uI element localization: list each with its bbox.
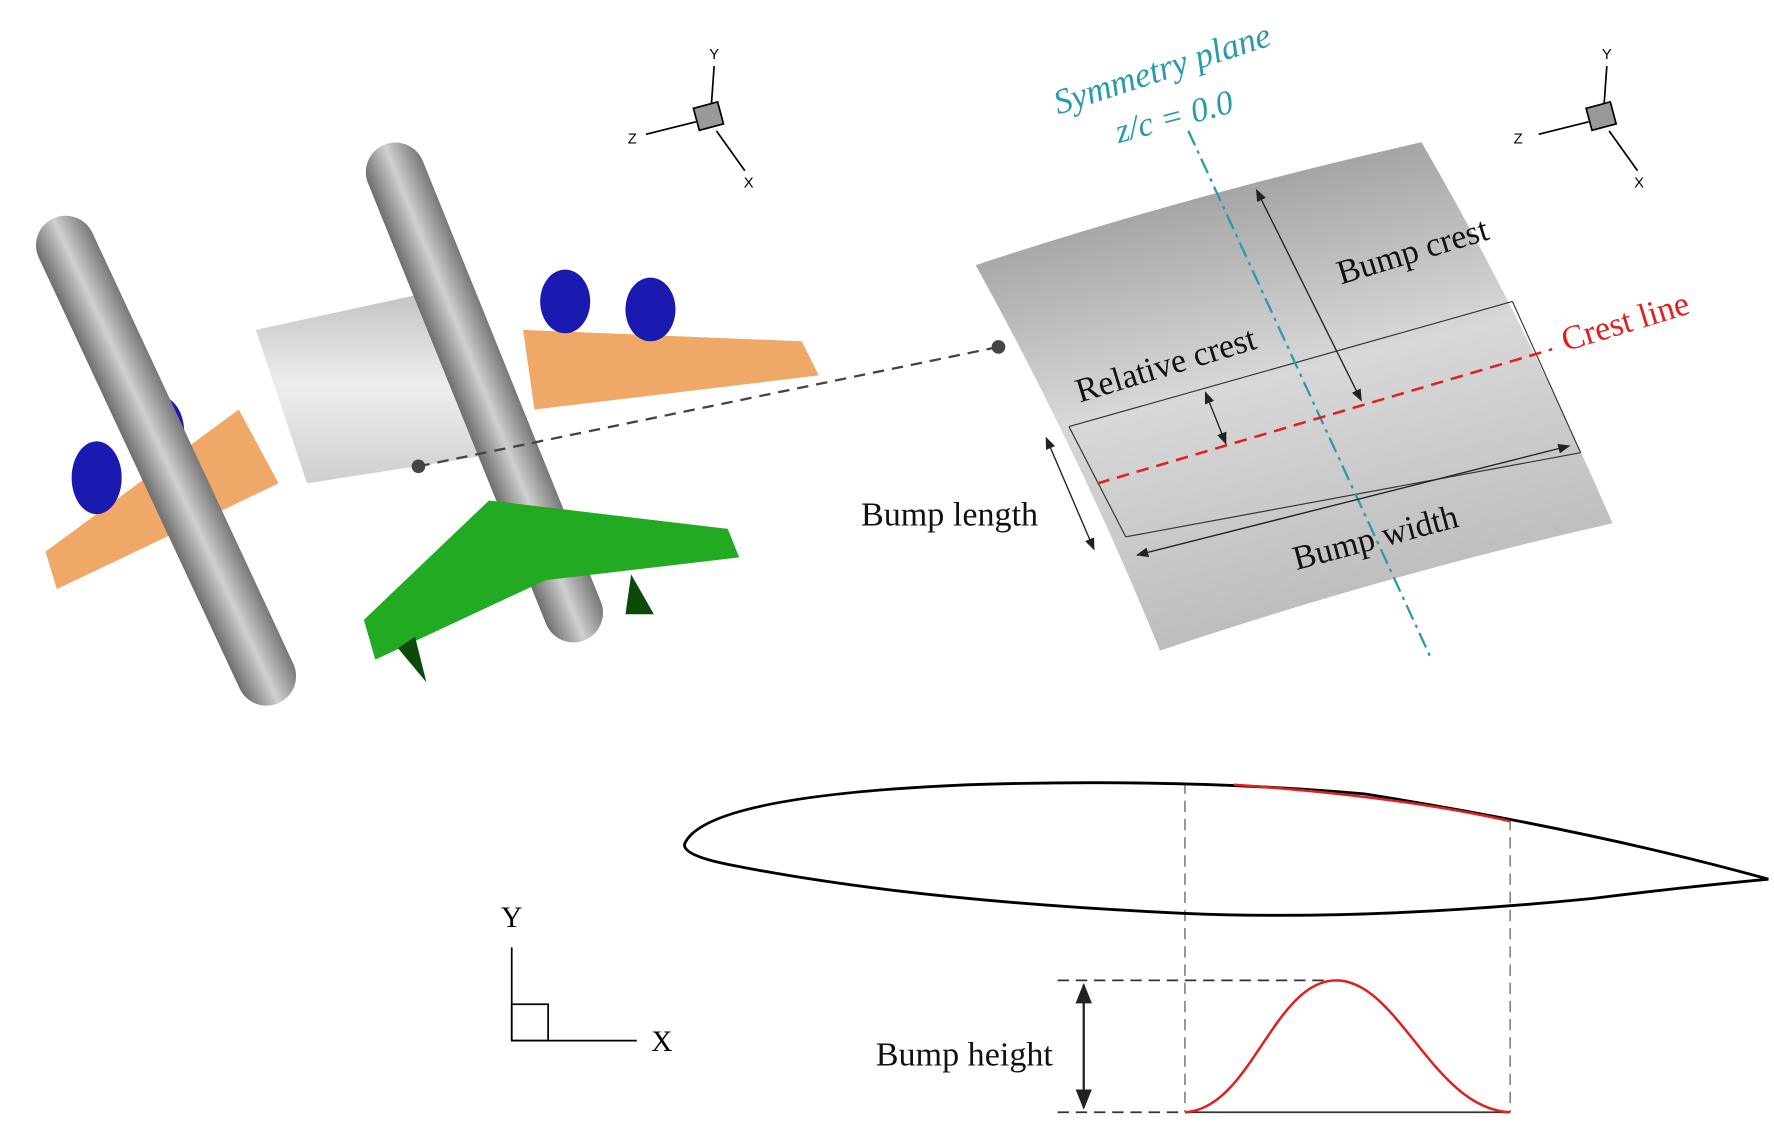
dimension-arrows [1045,188,1571,558]
crest-line-label: Crest line [1557,285,1694,359]
bump-length-label: Bump length [861,496,1038,533]
airfoil [683,781,1769,1113]
axis-y: Y [1602,47,1612,63]
wing-surface [975,142,1613,651]
bump-height-label: Bump height [876,1037,1054,1074]
leader-line [418,345,999,468]
leader-dot [991,340,1006,354]
axis-z: Z [628,131,637,147]
axis-triad-left: Y Z X [628,47,754,192]
axis-2d: Y X [501,902,672,1058]
axis-z: Z [1514,131,1523,147]
leader-dot [411,459,426,474]
axis-triad-right: Y Z X [1514,47,1645,192]
axis-x: X [744,176,754,192]
axis-y: Y [501,902,522,934]
axis-y: Y [709,47,719,63]
axis-x: X [1634,176,1644,192]
aircraft-model [36,142,819,706]
axis-x: X [651,1026,672,1058]
bump-profile [1057,979,1511,1114]
crest-line [1097,348,1553,485]
